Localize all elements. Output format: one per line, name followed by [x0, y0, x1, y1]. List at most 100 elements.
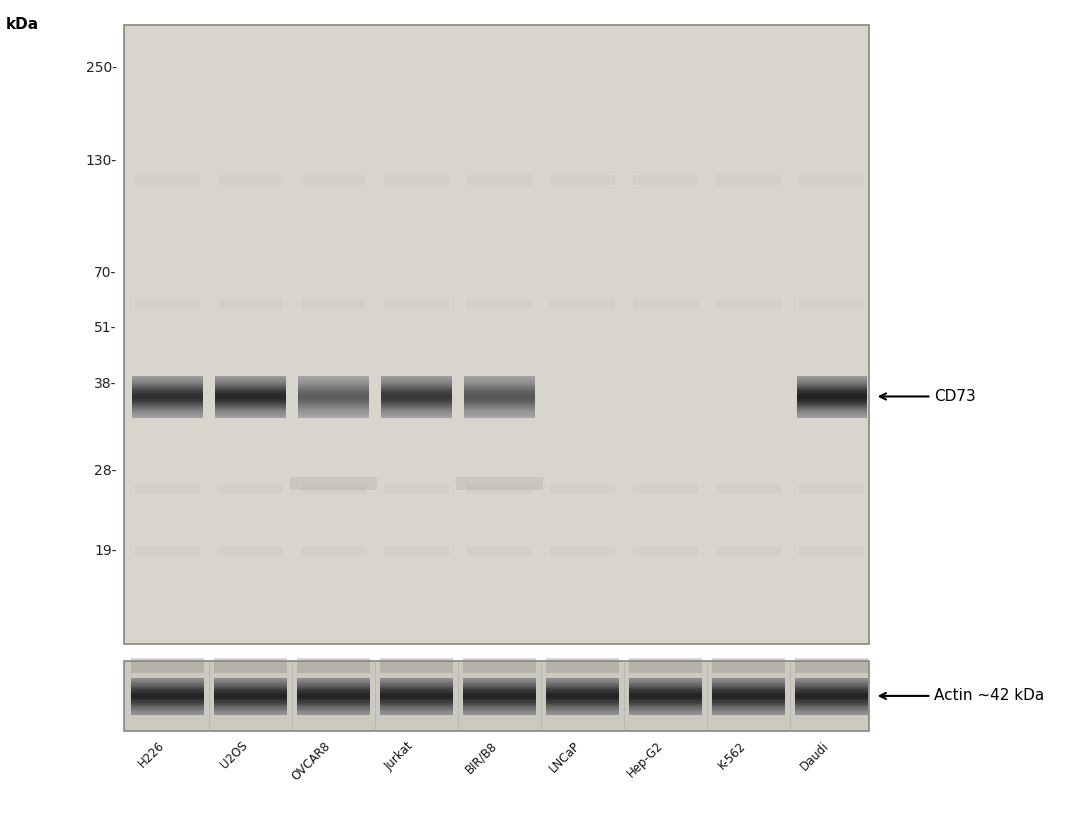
Bar [716, 298, 781, 308]
Bar [381, 381, 451, 382]
Text: 38-: 38- [94, 377, 117, 391]
Bar [298, 405, 368, 406]
Bar [797, 382, 866, 383]
Bar [133, 411, 203, 412]
Bar [214, 687, 287, 689]
Bar [545, 684, 619, 686]
Bar [380, 691, 454, 693]
Bar [797, 390, 866, 392]
Bar [214, 686, 287, 688]
Bar [133, 382, 203, 383]
Bar [215, 398, 285, 400]
Bar [545, 700, 619, 701]
Bar [131, 684, 204, 686]
Bar [298, 392, 368, 394]
Text: 19-: 19- [94, 544, 117, 558]
Bar [797, 403, 866, 406]
Bar [629, 706, 702, 709]
Bar [381, 393, 451, 395]
Bar [218, 298, 283, 308]
Bar [297, 704, 370, 706]
Bar [712, 686, 785, 688]
Bar [215, 396, 285, 398]
Bar [464, 410, 535, 411]
Bar [462, 713, 537, 714]
Bar [131, 702, 204, 704]
Bar [133, 391, 203, 393]
Bar [797, 410, 866, 411]
Bar [464, 392, 535, 394]
Bar [545, 708, 619, 710]
Bar [297, 690, 370, 691]
Bar [214, 700, 287, 701]
Bar [712, 680, 785, 682]
Bar [797, 381, 866, 382]
Bar [133, 401, 203, 402]
Bar [797, 398, 866, 400]
Bar [381, 377, 451, 379]
Bar [712, 702, 785, 704]
Bar [214, 698, 287, 700]
Bar [381, 390, 451, 392]
Bar [133, 385, 203, 387]
Bar [215, 387, 285, 389]
Bar [297, 695, 370, 698]
Bar [214, 702, 287, 704]
Bar [550, 298, 615, 308]
Bar [629, 698, 702, 700]
Bar [298, 378, 368, 381]
Bar [629, 702, 702, 704]
Bar [131, 687, 204, 689]
Bar [131, 682, 204, 685]
Bar [795, 706, 868, 709]
Bar [214, 713, 287, 714]
Bar [545, 688, 619, 691]
Bar [384, 174, 449, 184]
Bar [301, 484, 366, 494]
Bar [629, 684, 702, 686]
Bar [795, 687, 868, 689]
Bar [462, 691, 537, 693]
Bar [462, 690, 537, 691]
Bar [380, 702, 454, 704]
Bar [633, 174, 698, 184]
Bar [380, 695, 454, 698]
Bar [464, 386, 535, 387]
Bar [712, 685, 785, 687]
Bar [298, 384, 368, 386]
Bar [464, 382, 535, 385]
Bar [214, 657, 287, 672]
Bar [215, 415, 285, 416]
Bar [464, 401, 535, 402]
Bar [298, 395, 368, 397]
Bar [545, 692, 619, 694]
Bar [214, 690, 287, 691]
Bar [629, 680, 702, 682]
Bar [462, 692, 537, 694]
Bar [797, 386, 866, 387]
Bar [298, 402, 368, 404]
Bar [298, 377, 368, 378]
Bar [215, 389, 285, 391]
Bar [133, 402, 203, 404]
Bar [298, 386, 368, 387]
Bar [629, 693, 702, 695]
Bar [381, 397, 451, 399]
Bar [381, 386, 451, 387]
Bar [462, 709, 537, 711]
Bar [462, 710, 537, 712]
Bar [633, 298, 698, 308]
Bar [298, 414, 368, 415]
Bar [131, 685, 204, 687]
Bar [381, 378, 451, 381]
Bar [297, 684, 370, 686]
Bar [131, 711, 204, 714]
Bar [215, 381, 285, 382]
Bar [133, 414, 203, 415]
Bar [133, 377, 203, 379]
Bar [629, 710, 702, 712]
Bar [131, 706, 204, 709]
Bar [712, 688, 785, 691]
Bar [795, 702, 868, 704]
Text: CD73: CD73 [880, 389, 976, 404]
